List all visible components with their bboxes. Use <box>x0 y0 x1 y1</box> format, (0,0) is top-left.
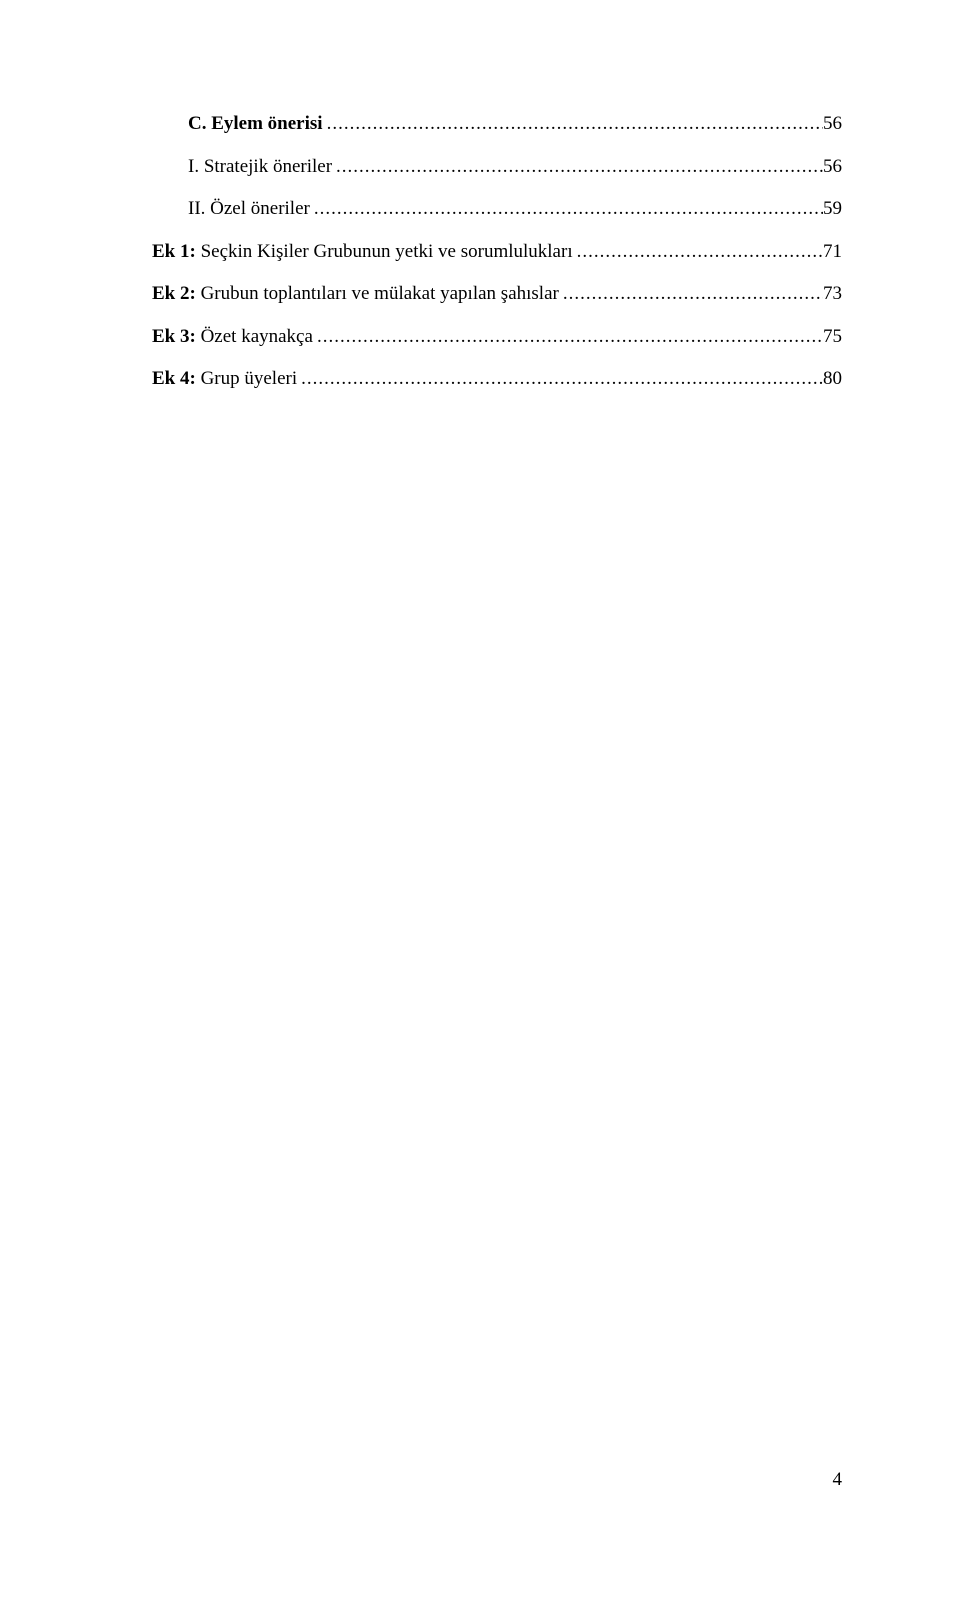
table-of-contents: C. Eylem önerisi 56 I. Stratejik önerile… <box>152 110 842 394</box>
toc-page: 56 <box>823 110 842 139</box>
toc-page: 56 <box>823 153 842 182</box>
toc-label-rest: Grup üyeleri <box>196 368 297 389</box>
toc-label-prefix: Ek 2: <box>152 283 196 304</box>
toc-entry: Ek 2: Grubun toplantıları ve mülakat yap… <box>152 280 842 309</box>
toc-dots <box>573 238 823 267</box>
toc-entry: II. Özel öneriler 59 <box>152 195 842 224</box>
toc-dots <box>297 365 823 394</box>
toc-dots <box>313 323 823 352</box>
toc-label-rest: Grubun toplantıları ve mülakat yapılan ş… <box>196 283 559 304</box>
toc-page: 59 <box>823 195 842 224</box>
toc-label: Ek 1: Seçkin Kişiler Grubunun yetki ve s… <box>152 238 573 267</box>
toc-dots <box>310 195 823 224</box>
page-number: 4 <box>833 1469 843 1491</box>
toc-label: Ek 4: Grup üyeleri <box>152 365 297 394</box>
toc-dots <box>559 280 823 309</box>
toc-label: Ek 3: Özet kaynakça <box>152 323 313 352</box>
toc-dots <box>323 110 823 139</box>
toc-entry: Ek 3: Özet kaynakça 75 <box>152 323 842 352</box>
toc-label-prefix: Ek 4: <box>152 368 196 389</box>
toc-page: 75 <box>823 323 842 352</box>
toc-page: 80 <box>823 365 842 394</box>
toc-entry: Ek 4: Grup üyeleri 80 <box>152 365 842 394</box>
toc-label: Ek 2: Grubun toplantıları ve mülakat yap… <box>152 280 559 309</box>
toc-label-prefix: Ek 3: <box>152 326 196 347</box>
toc-entry: Ek 1: Seçkin Kişiler Grubunun yetki ve s… <box>152 238 842 267</box>
toc-label-rest: Seçkin Kişiler Grubunun yetki ve sorumlu… <box>196 241 573 262</box>
toc-label-prefix: Ek 1: <box>152 241 196 262</box>
toc-label: II. Özel öneriler <box>188 195 310 224</box>
toc-label: C. Eylem önerisi <box>188 110 323 139</box>
toc-label-rest: Özet kaynakça <box>196 326 313 347</box>
toc-dots <box>332 153 823 182</box>
toc-label: I. Stratejik öneriler <box>188 153 332 182</box>
toc-entry: C. Eylem önerisi 56 <box>152 110 842 139</box>
toc-page: 71 <box>823 238 842 267</box>
toc-page: 73 <box>823 280 842 309</box>
toc-entry: I. Stratejik öneriler 56 <box>152 153 842 182</box>
